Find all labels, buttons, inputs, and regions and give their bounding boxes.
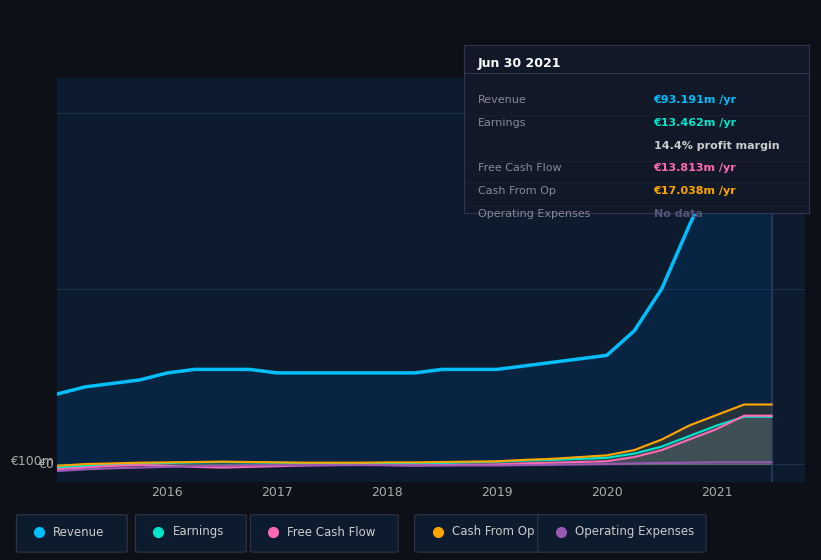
Text: €17.038m /yr: €17.038m /yr: [654, 186, 736, 196]
FancyBboxPatch shape: [415, 515, 546, 552]
Text: Revenue: Revenue: [53, 525, 105, 539]
Text: €100m: €100m: [10, 455, 53, 468]
Text: No data: No data: [654, 209, 703, 218]
FancyBboxPatch shape: [250, 515, 398, 552]
Text: Jun 30 2021: Jun 30 2021: [478, 57, 562, 69]
FancyBboxPatch shape: [16, 515, 127, 552]
Text: Free Cash Flow: Free Cash Flow: [478, 164, 562, 173]
Text: €93.191m /yr: €93.191m /yr: [654, 95, 736, 105]
FancyBboxPatch shape: [538, 515, 706, 552]
Text: Cash From Op: Cash From Op: [478, 186, 556, 196]
Text: Revenue: Revenue: [478, 95, 526, 105]
Text: €0: €0: [38, 458, 53, 470]
Text: Earnings: Earnings: [478, 118, 526, 128]
Text: €13.462m /yr: €13.462m /yr: [654, 118, 736, 128]
Text: 14.4% profit margin: 14.4% profit margin: [654, 141, 779, 151]
FancyBboxPatch shape: [135, 515, 246, 552]
Text: Operating Expenses: Operating Expenses: [575, 525, 694, 539]
Text: Earnings: Earnings: [172, 525, 224, 539]
Text: €13.813m /yr: €13.813m /yr: [654, 164, 736, 173]
Text: Free Cash Flow: Free Cash Flow: [287, 525, 376, 539]
Text: Operating Expenses: Operating Expenses: [478, 209, 590, 218]
Text: Cash From Op: Cash From Op: [452, 525, 534, 539]
